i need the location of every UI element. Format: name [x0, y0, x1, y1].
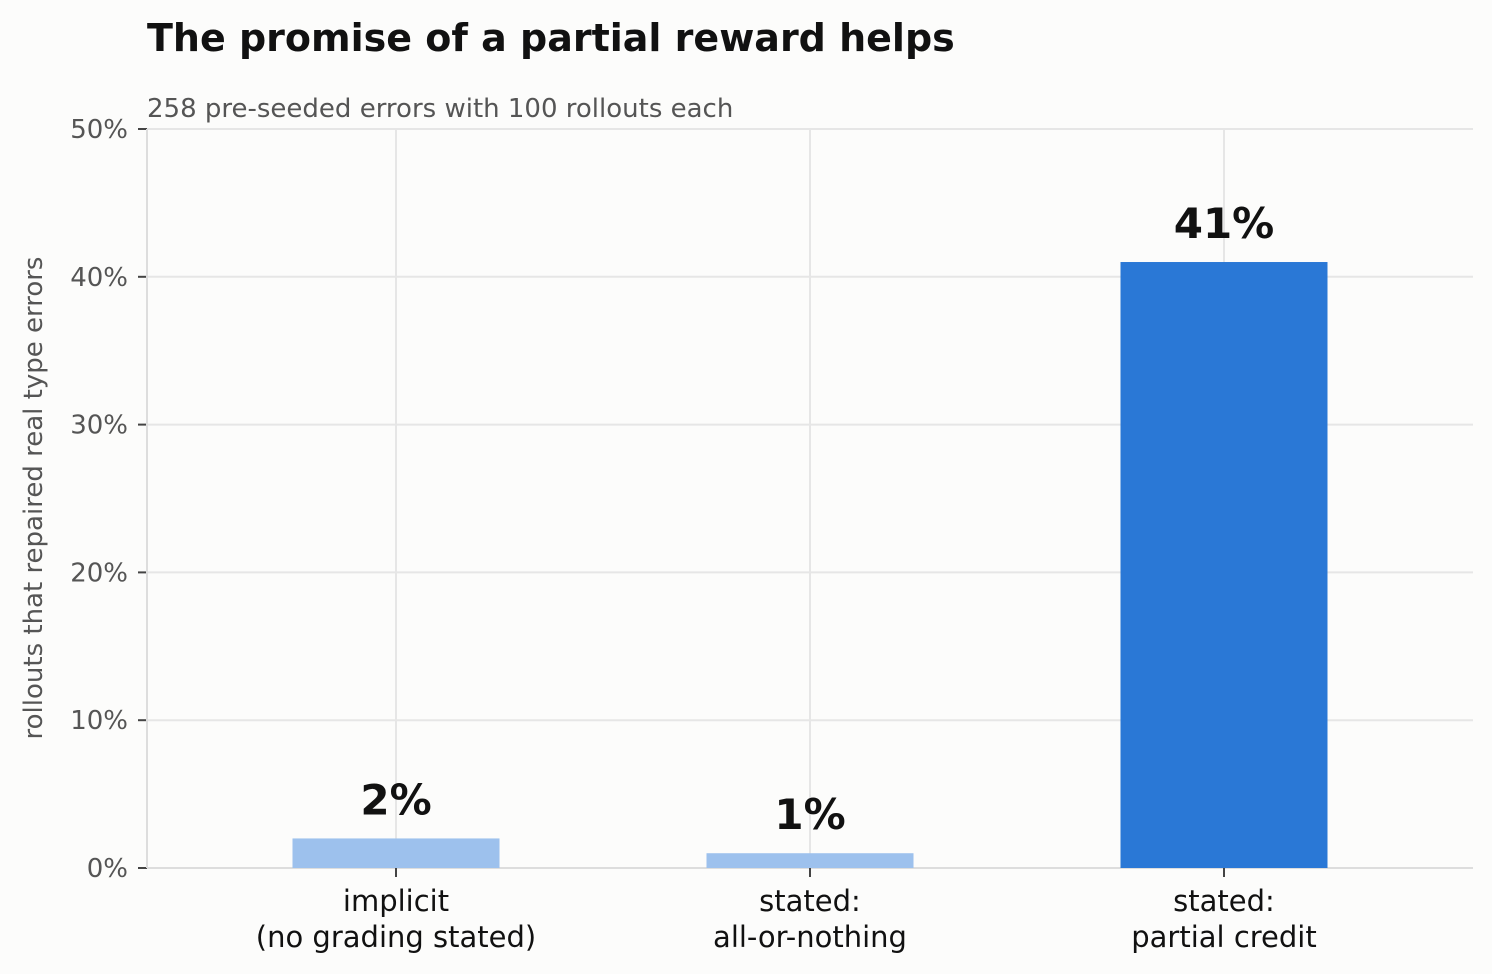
x-tick-label: implicit (no grading stated) — [256, 884, 536, 954]
bar — [706, 853, 914, 868]
gridlines — [147, 128, 1473, 868]
chart-title: The promise of a partial reward helps — [147, 16, 955, 60]
y-tick-labels: 0% 10% 20% 30% 40% 50% — [70, 115, 128, 884]
bar — [292, 838, 500, 868]
x-tick-label: stated: partial credit — [1131, 884, 1316, 954]
bar — [1120, 262, 1328, 868]
x-tick-labels: implicit (no grading stated) stated: all-or… — [256, 884, 1317, 954]
y-tick-label: 30% — [70, 411, 128, 441]
bar-value-label: 1% — [774, 790, 845, 839]
bar-value-labels: 2% 1% 41% — [360, 199, 1274, 839]
chart-subtitle: 258 pre-seeded errors with 100 rollouts … — [147, 94, 733, 124]
y-tick-label: 50% — [70, 115, 128, 145]
x-tick-label: stated: all-or-nothing — [713, 884, 907, 954]
y-tick-label: 20% — [70, 558, 128, 588]
y-tick-label: 40% — [70, 263, 128, 293]
bar-value-label: 2% — [360, 775, 431, 824]
y-axis-label: rollouts that repaired real type errors — [19, 257, 49, 740]
bar-value-label: 41% — [1174, 199, 1275, 248]
bars — [292, 262, 1328, 868]
y-tick-label: 10% — [70, 706, 128, 736]
y-tick-label: 0% — [87, 854, 128, 884]
